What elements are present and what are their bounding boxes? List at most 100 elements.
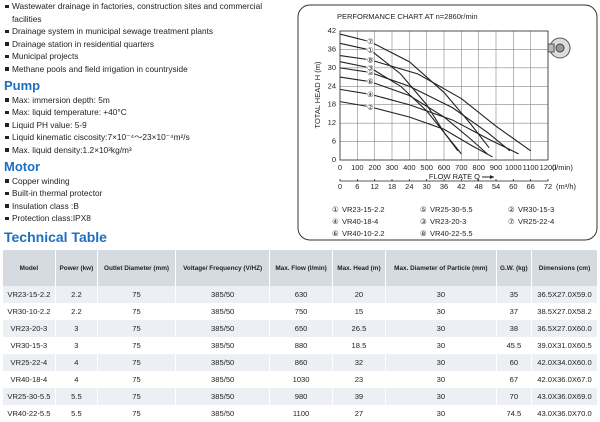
table-cell: VR23-15-2.2 bbox=[3, 286, 56, 303]
header-cell: Model bbox=[3, 250, 56, 286]
header-cell: Max. Diameter of Particle (mm) bbox=[385, 250, 497, 286]
legend-marker: ③ bbox=[420, 217, 427, 226]
table-cell: 38.5X27.0X58.2 bbox=[531, 303, 599, 320]
table-cell: 385/50 bbox=[175, 286, 271, 303]
axis-arrow bbox=[490, 175, 494, 179]
page: Wastewater drainage in factories, constr… bbox=[3, 0, 599, 422]
table-row: VR25-22-4 4 75 385/50 860 32 30 60 42.0X34.0X60.… bbox=[3, 354, 599, 371]
list-item: Max: liquid temperature: +40°C bbox=[4, 106, 289, 119]
curve-label-bg bbox=[366, 102, 375, 111]
x2-tick-label: 54 bbox=[492, 182, 500, 191]
header-cell: Max. Flow (l/min) bbox=[269, 250, 333, 286]
legend-label: VR40-10-2.2 bbox=[342, 229, 385, 238]
table-row: VR23-20-3 3 75 385/50 650 26.5 30 38 36.5X27.0X6… bbox=[3, 320, 599, 337]
table-cell: 3 bbox=[55, 320, 99, 337]
plot-frame bbox=[339, 30, 549, 161]
legend-label: VR23-20-3 bbox=[430, 217, 466, 226]
chart-frame bbox=[297, 4, 598, 241]
table-cell: 75 bbox=[97, 303, 177, 320]
table-cell: 2.2 bbox=[55, 303, 99, 320]
curve-label: ④ bbox=[367, 90, 374, 99]
performance-curve bbox=[339, 101, 493, 158]
x-tick-label: 400 bbox=[403, 163, 416, 172]
table-cell: 30 bbox=[385, 371, 497, 388]
x2-tick-label: 36 bbox=[440, 182, 448, 191]
table-row: VR30-10-2.2 2.2 75 385/50 750 15 30 37 38.5X27.0… bbox=[3, 303, 599, 320]
table-cell: 32 bbox=[332, 354, 387, 371]
table-cell: 67 bbox=[496, 371, 532, 388]
x2-tick-label: 12 bbox=[370, 182, 378, 191]
table-cell: 70 bbox=[496, 388, 532, 405]
table-cell: 385/50 bbox=[175, 388, 271, 405]
pump-list: Max: immersion depth: 5m Max: liquid temp… bbox=[4, 94, 289, 157]
table-cell: 15 bbox=[332, 303, 387, 320]
y-tick-label: 18 bbox=[328, 100, 336, 109]
header-cell: Power (kw) bbox=[55, 250, 99, 286]
motor-list: Copper winding Built-in thermal protector… bbox=[4, 175, 289, 225]
table-cell: VR25-22-4 bbox=[3, 354, 56, 371]
curve-label-bg bbox=[366, 77, 375, 86]
table-cell: 75 bbox=[97, 320, 177, 337]
table-cell: 18.5 bbox=[332, 337, 387, 354]
table-cell: 3 bbox=[55, 337, 99, 354]
y-tick-label: 36 bbox=[328, 44, 336, 53]
x2-tick-label: 72 bbox=[544, 182, 552, 191]
header-cell: G.W. (kg) bbox=[496, 250, 532, 286]
table-cell: 23 bbox=[332, 371, 387, 388]
feature-list: Wastewater drainage in factories, constr… bbox=[4, 0, 289, 76]
x-tick-label: 0 bbox=[338, 163, 342, 172]
table-cell: VR25-30-5.5 bbox=[3, 388, 56, 405]
list-item: Protection class:IPX8 bbox=[4, 212, 289, 225]
table-cell: VR23-20-3 bbox=[3, 320, 56, 337]
table-cell: 650 bbox=[269, 320, 333, 337]
list-item: Copper winding bbox=[4, 175, 289, 188]
legend-label: VR23-15-2.2 bbox=[342, 205, 385, 214]
curve-label: ② bbox=[367, 102, 374, 111]
table-cell: 4 bbox=[55, 371, 99, 388]
x-tick-label: 500 bbox=[420, 163, 433, 172]
table-cell: 880 bbox=[269, 337, 333, 354]
table-cell: 37 bbox=[496, 303, 532, 320]
x-unit: (l/min) bbox=[552, 163, 573, 172]
table-cell: 980 bbox=[269, 388, 333, 405]
x2-tick-label: 24 bbox=[405, 182, 413, 191]
legend-label: VR25-30-5.5 bbox=[430, 205, 473, 214]
header-cell: Dimensions (cm) bbox=[531, 250, 599, 286]
legend-label: VR40-18-4 bbox=[342, 217, 378, 226]
curve-label: ③ bbox=[367, 63, 374, 72]
performance-curve bbox=[339, 67, 511, 152]
performance-curve bbox=[339, 76, 488, 155]
x-axis-label: FLOW RATE Q bbox=[429, 172, 480, 181]
table-cell: 36.5X27.0X60.0 bbox=[531, 320, 599, 337]
table-cell: 20 bbox=[332, 286, 387, 303]
x2-tick-label: 0 bbox=[338, 182, 342, 191]
table-cell: 750 bbox=[269, 303, 333, 320]
list-item: Insulation class :B bbox=[4, 200, 289, 213]
list-item: Drainage system in municipal sewage trea… bbox=[4, 25, 289, 38]
x-tick-label: 1000 bbox=[505, 163, 522, 172]
chart: PERFORMANCE CHART AT n=2860r/min TOTAL H… bbox=[297, 4, 598, 241]
x-tick-label: 800 bbox=[472, 163, 485, 172]
table-cell: 860 bbox=[269, 354, 333, 371]
section-heading: Technical Table bbox=[4, 228, 107, 245]
x-tick-label: 600 bbox=[438, 163, 451, 172]
x-tick-label: 900 bbox=[490, 163, 503, 172]
legend-marker: ④ bbox=[332, 217, 339, 226]
table-cell: VR30-10-2.2 bbox=[3, 303, 56, 320]
table-cell: 630 bbox=[269, 286, 333, 303]
legend-label: VR40-22-5.5 bbox=[430, 229, 473, 238]
table-cell: 43.0X36.0X70.0 bbox=[531, 405, 599, 422]
list-item: Methane pools and field irrigation in co… bbox=[4, 63, 289, 76]
y-tick-label: 30 bbox=[328, 63, 336, 72]
table-cell: 75 bbox=[97, 337, 177, 354]
table-cell: 60 bbox=[496, 354, 532, 371]
y-tick-label: 0 bbox=[332, 155, 336, 164]
y-tick-label: 24 bbox=[328, 81, 336, 90]
table-cell: 385/50 bbox=[175, 354, 271, 371]
y-tick-label: 12 bbox=[328, 118, 336, 127]
table-cell: 45.5 bbox=[496, 337, 532, 354]
curve-label-bg bbox=[366, 37, 375, 46]
curve-label: ⑤ bbox=[367, 68, 374, 77]
technical-table: Model Power (kw) Outlet Diameter (mm) Volta… bbox=[3, 250, 599, 422]
x2-tick-label: 60 bbox=[509, 182, 517, 191]
